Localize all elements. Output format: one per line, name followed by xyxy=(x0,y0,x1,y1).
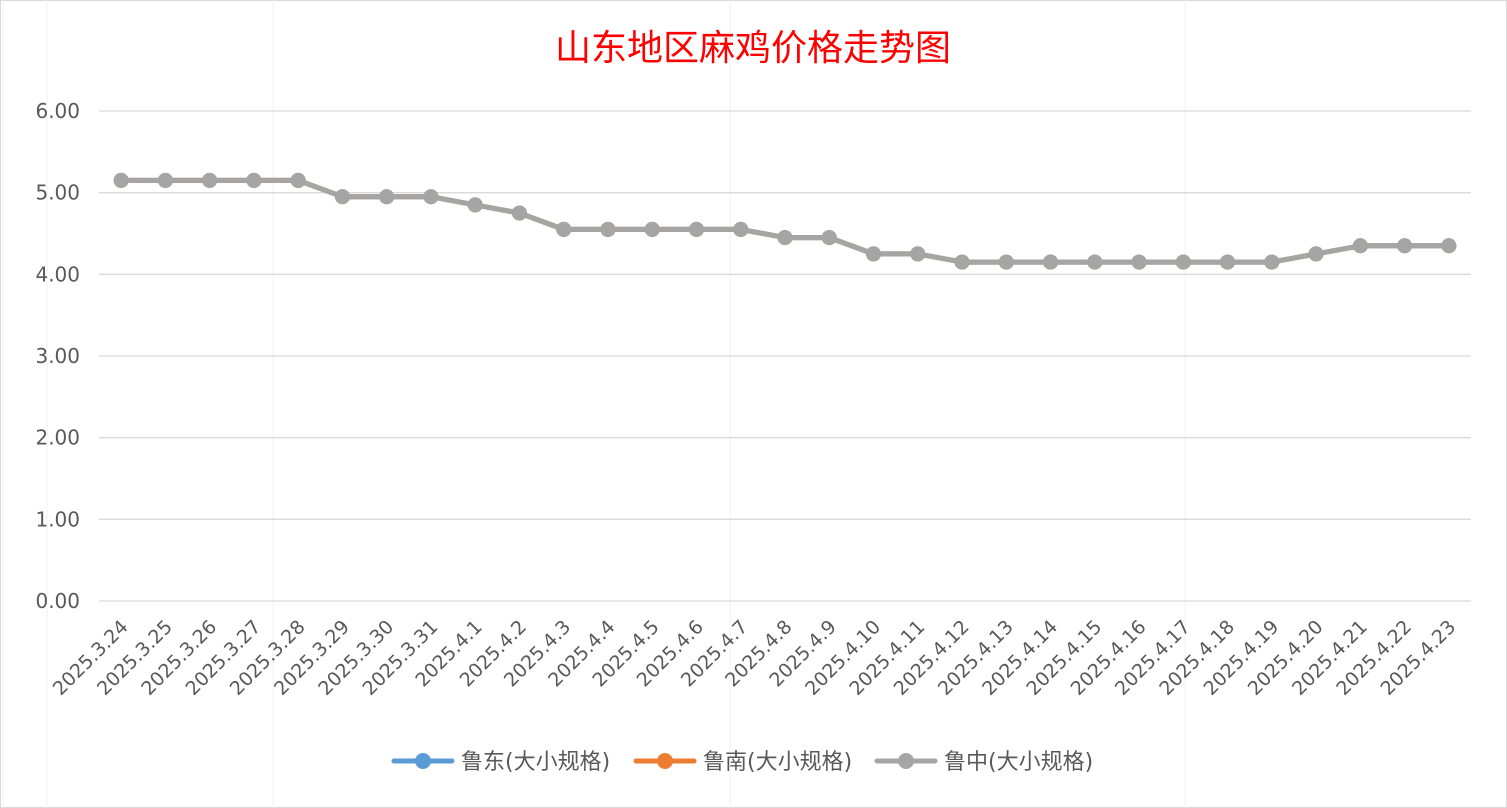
series-layer xyxy=(113,172,1457,270)
data-point xyxy=(1087,254,1103,270)
y-gridlines xyxy=(99,110,1471,602)
y-tick-label: 4.00 xyxy=(35,262,80,286)
data-point xyxy=(157,172,173,188)
y-tick-label: 0.00 xyxy=(35,589,80,613)
data-point xyxy=(290,172,306,188)
data-point xyxy=(1264,254,1280,270)
legend-item: 鲁东(大小规格) xyxy=(391,750,610,775)
data-point xyxy=(246,172,262,188)
data-point xyxy=(1220,254,1236,270)
chart-title: 山东地区麻鸡价格走势图 xyxy=(555,28,951,69)
y-tick-label: 1.00 xyxy=(35,507,80,531)
data-point xyxy=(113,172,129,188)
data-point xyxy=(1043,254,1059,270)
data-point xyxy=(202,172,218,188)
data-point xyxy=(644,221,660,237)
spreadsheet-gridlines xyxy=(2,0,1186,808)
y-tick-label: 3.00 xyxy=(35,344,80,368)
data-point xyxy=(910,246,926,262)
data-point xyxy=(733,221,749,237)
data-point xyxy=(1308,246,1324,262)
data-point xyxy=(423,189,439,205)
data-point xyxy=(1397,238,1413,254)
series-3 xyxy=(113,172,1457,270)
y-tick-label: 5.00 xyxy=(35,181,80,205)
data-point xyxy=(1131,254,1147,270)
data-point xyxy=(334,189,350,205)
data-point xyxy=(511,205,527,221)
data-point xyxy=(777,230,793,246)
legend-label: 鲁南(大小规格) xyxy=(703,750,852,775)
legend-item: 鲁南(大小规格) xyxy=(633,750,852,775)
data-point xyxy=(556,221,572,237)
legend-label: 鲁东(大小规格) xyxy=(461,750,610,775)
legend-item: 鲁中(大小规格) xyxy=(874,750,1093,775)
data-point xyxy=(866,246,882,262)
data-point xyxy=(600,221,616,237)
y-tick-label: 2.00 xyxy=(35,426,80,450)
legend: 鲁东(大小规格) 鲁南(大小规格) 鲁中(大小规格) xyxy=(391,750,1093,775)
legend-swatch-marker xyxy=(898,753,914,769)
data-point xyxy=(467,197,483,213)
legend-swatch-marker xyxy=(415,753,431,769)
data-point xyxy=(821,230,837,246)
data-point xyxy=(1175,254,1191,270)
y-axis-ticks: 0.00 1.00 2.00 3.00 4.00 5.00 6.00 xyxy=(35,99,80,613)
legend-swatch-marker xyxy=(657,753,673,769)
data-point xyxy=(688,221,704,237)
y-tick-label: 6.00 xyxy=(35,99,80,123)
data-point xyxy=(1441,238,1457,254)
data-point xyxy=(1352,238,1368,254)
data-point xyxy=(379,189,395,205)
x-axis-ticks: 2025.3.242025.3.252025.3.262025.3.272025… xyxy=(49,616,1461,700)
data-point xyxy=(954,254,970,270)
legend-label: 鲁中(大小规格) xyxy=(944,750,1093,775)
data-point xyxy=(998,254,1014,270)
